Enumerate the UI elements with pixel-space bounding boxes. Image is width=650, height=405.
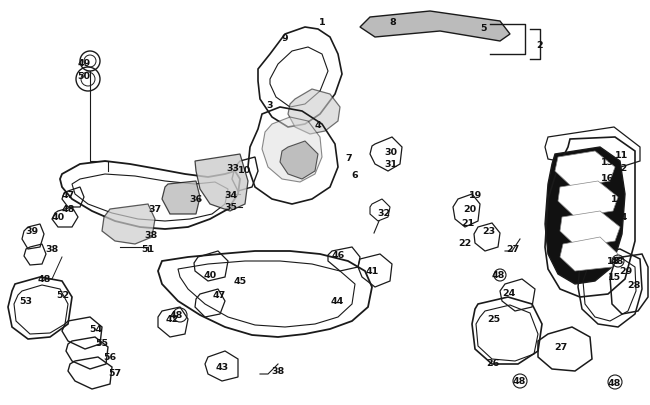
Polygon shape xyxy=(545,148,625,284)
Text: 44: 44 xyxy=(330,296,344,305)
Text: 53: 53 xyxy=(20,297,32,306)
Text: 13: 13 xyxy=(601,157,614,166)
Text: 38: 38 xyxy=(272,367,285,375)
Text: 23: 23 xyxy=(482,227,495,236)
Text: 11: 11 xyxy=(616,150,629,159)
Text: 29: 29 xyxy=(619,266,632,275)
Polygon shape xyxy=(560,237,618,271)
Text: 57: 57 xyxy=(109,368,122,377)
Text: 24: 24 xyxy=(502,289,515,298)
Text: 38: 38 xyxy=(46,245,58,254)
Text: 12: 12 xyxy=(616,163,629,172)
Polygon shape xyxy=(560,211,620,247)
Text: 48: 48 xyxy=(512,377,526,386)
Text: 39: 39 xyxy=(25,227,38,236)
Text: 7: 7 xyxy=(346,153,352,162)
Text: 32: 32 xyxy=(378,209,391,218)
Polygon shape xyxy=(195,155,248,211)
Polygon shape xyxy=(162,181,200,215)
Text: 10: 10 xyxy=(237,165,250,174)
Text: 50: 50 xyxy=(77,71,90,80)
Text: 55: 55 xyxy=(96,339,109,347)
Text: 27: 27 xyxy=(506,245,519,254)
Text: 48: 48 xyxy=(61,205,75,214)
Text: 35: 35 xyxy=(224,203,237,212)
Text: 54: 54 xyxy=(90,325,103,334)
Text: 34: 34 xyxy=(224,190,237,199)
Polygon shape xyxy=(555,151,615,188)
Text: 42: 42 xyxy=(165,315,179,324)
Text: 20: 20 xyxy=(463,205,476,214)
Text: 51: 51 xyxy=(142,245,155,254)
Text: 22: 22 xyxy=(458,238,472,247)
Text: 56: 56 xyxy=(103,353,116,362)
Polygon shape xyxy=(262,118,322,183)
Text: 45: 45 xyxy=(233,277,246,286)
Polygon shape xyxy=(360,12,510,42)
Text: 37: 37 xyxy=(148,205,162,214)
Text: 47: 47 xyxy=(213,291,226,300)
Text: 40: 40 xyxy=(203,271,216,280)
Polygon shape xyxy=(558,181,618,217)
Text: 4: 4 xyxy=(315,120,321,129)
Polygon shape xyxy=(102,205,155,244)
Text: 5: 5 xyxy=(481,23,488,32)
Text: 43: 43 xyxy=(215,362,229,371)
Text: 46: 46 xyxy=(332,251,344,260)
Text: 9: 9 xyxy=(281,34,289,43)
Text: 15: 15 xyxy=(608,273,621,282)
Text: 36: 36 xyxy=(189,194,203,203)
Text: 33: 33 xyxy=(226,163,239,172)
Text: 48: 48 xyxy=(169,311,183,320)
Text: 38: 38 xyxy=(144,230,157,239)
Text: 48: 48 xyxy=(37,275,51,284)
Text: 17: 17 xyxy=(612,195,625,204)
Text: 48: 48 xyxy=(491,271,504,280)
Text: 1: 1 xyxy=(318,17,325,26)
Text: 26: 26 xyxy=(486,358,500,367)
Text: 8: 8 xyxy=(389,17,396,26)
Text: 48: 48 xyxy=(607,377,621,386)
Text: 41: 41 xyxy=(365,267,378,276)
Text: 28: 28 xyxy=(627,280,641,289)
Text: 40: 40 xyxy=(51,213,64,222)
Text: 2: 2 xyxy=(537,40,543,49)
Text: 48: 48 xyxy=(610,257,624,266)
Polygon shape xyxy=(280,142,318,179)
Text: 14: 14 xyxy=(616,213,629,222)
Text: 30: 30 xyxy=(385,147,398,156)
Text: 21: 21 xyxy=(462,218,474,227)
Text: 47: 47 xyxy=(61,191,75,200)
Text: 27: 27 xyxy=(554,343,567,352)
Text: 18: 18 xyxy=(607,257,621,266)
Text: 6: 6 xyxy=(352,170,358,179)
Text: 31: 31 xyxy=(384,159,398,168)
Polygon shape xyxy=(288,90,340,135)
Text: 25: 25 xyxy=(488,314,500,323)
Text: 49: 49 xyxy=(77,58,90,67)
Text: 19: 19 xyxy=(469,191,482,200)
Text: 52: 52 xyxy=(57,291,70,300)
Text: 3: 3 xyxy=(266,100,273,109)
Text: 16: 16 xyxy=(601,173,615,182)
